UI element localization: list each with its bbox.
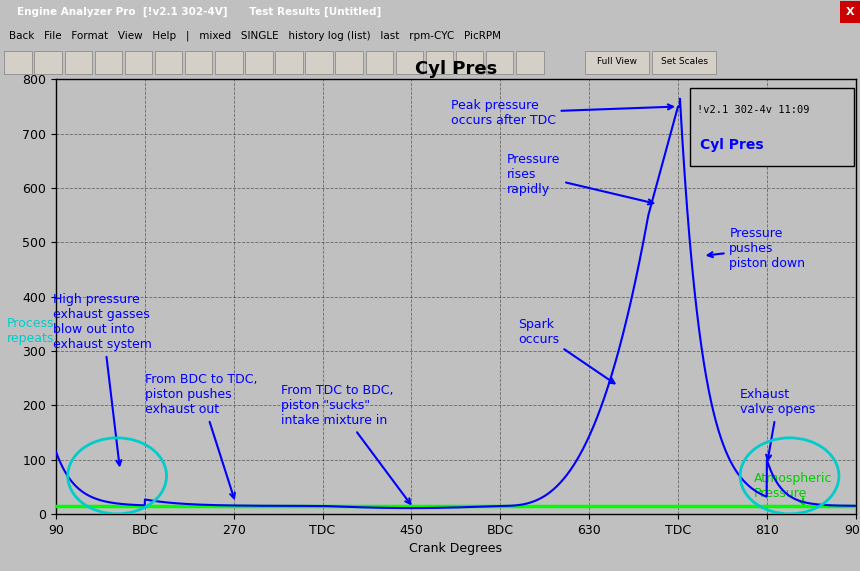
Text: Cyl Pres: Cyl Pres [700,138,764,152]
Text: Pressure
rises
rapidly: Pressure rises rapidly [507,154,654,204]
Bar [840,1,860,23]
Text: Back   File   Format   View   Help   |   mixed   SINGLE   history log (list)   l: Back File Format View Help | mixed SINGL… [9,30,501,41]
Bar [185,51,212,74]
Bar [245,51,273,74]
Bar [125,51,152,74]
Bar [486,51,513,74]
Text: X: X [845,7,855,17]
Bar [275,51,303,74]
Bar [335,51,363,74]
Text: Engine Analyzer Pro  [!v2.1 302-4V]      Test Results [Untitled]: Engine Analyzer Pro [!v2.1 302-4V] Test … [17,7,382,17]
Text: From TDC to BDC,
piston "sucks"
intake mixture in: From TDC to BDC, piston "sucks" intake m… [281,384,410,504]
Title: Cyl Pres: Cyl Pres [415,60,497,78]
Bar [426,51,453,74]
Bar [366,51,393,74]
Text: !v2.1 302-4v 11:09: !v2.1 302-4v 11:09 [697,106,809,115]
Text: Set Scales: Set Scales [661,57,708,66]
Text: Peak pressure
occurs after TDC: Peak pressure occurs after TDC [451,99,673,127]
Bar [34,51,62,74]
Text: Spark
occurs: Spark occurs [518,318,615,383]
Text: Full View: Full View [598,57,637,66]
Text: From BDC to TDC,
piston pushes
exhaust out: From BDC to TDC, piston pushes exhaust o… [144,373,257,498]
Bar [456,51,483,74]
X-axis label: Crank Degrees: Crank Degrees [409,542,502,555]
Text: Exhaust
valve opens: Exhaust valve opens [740,388,815,460]
Text: Atmospheric
Pressure: Atmospheric Pressure [754,472,832,505]
Bar [690,88,854,166]
Text: High pressure
exhaust gasses
blow out into
exhaust system: High pressure exhaust gasses blow out in… [53,293,152,465]
Bar [305,51,333,74]
Bar [4,51,32,74]
Bar [215,51,243,74]
Bar [95,51,122,74]
Bar [652,51,716,74]
Bar [155,51,182,74]
Bar [64,51,92,74]
Text: Process
repeats: Process repeats [7,317,54,345]
Bar [585,51,649,74]
Bar [396,51,423,74]
Bar [516,51,544,74]
Text: Pressure
pushes
piston down: Pressure pushes piston down [708,227,805,270]
